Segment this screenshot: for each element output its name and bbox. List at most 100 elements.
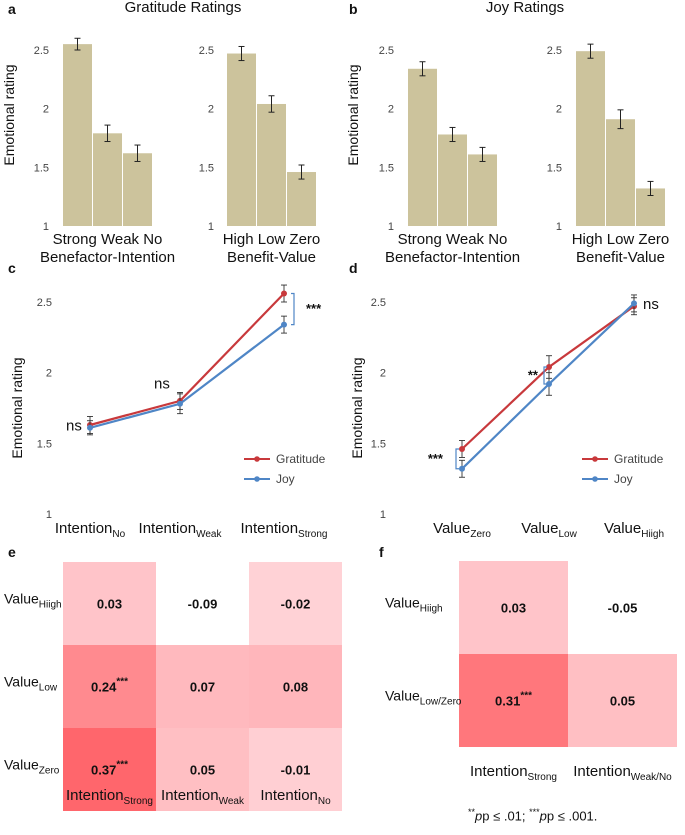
panel-e-cell-number-r0-c0: 0.03 <box>97 597 122 612</box>
panel-d-legend-label-joy: Joy <box>614 472 633 486</box>
panel-b-g1-ytick-2.5: 2.5 <box>547 45 562 57</box>
panel-f-cell-number-r1-c0: 0.31 <box>495 694 520 709</box>
panel-d-xtick-low-sub: Low <box>558 529 577 540</box>
panel-e-col-label-0-base: Intention <box>66 787 124 804</box>
panel-d-xtick-low-base: Value <box>521 520 558 537</box>
panel-letter-f: f <box>379 544 384 560</box>
panel-c-legend-label-joy: Joy <box>276 472 295 486</box>
panel-d-legend-marker-gratitude <box>592 456 598 462</box>
panel-a-bar-weak <box>93 133 122 226</box>
panel-e-cell-value-r0-c2: -0.02 <box>281 597 311 612</box>
panel-d-xtick-hiigh-base: Value <box>604 520 641 537</box>
panel-e-row-label-2-sub: Zero <box>39 766 60 777</box>
panel-b-g1-xlabel-1: High Low Zero <box>572 231 670 248</box>
panel-e-cell-number-r1-c2: 0.08 <box>283 680 308 695</box>
panel-e-cell-r2-c2 <box>249 728 342 811</box>
panel-b-bar-no <box>468 154 497 226</box>
panel-c-xtick-strong-sub: Strong <box>298 529 327 540</box>
panel-a-g0-ytick-2.5: 2.5 <box>34 45 49 57</box>
panel-e-row-label-0-base: Value <box>4 591 39 607</box>
panel-e-row-label-1-base: Value <box>4 674 39 690</box>
panel-a-g1-xlabel-1: High Low Zero <box>223 231 321 248</box>
panel-b-g1-xlabel-2: Benefit-Value <box>576 249 665 266</box>
panel-c-xtick-weak: IntentionWeak <box>139 520 223 540</box>
panel-c-ytick-1.5: 1.5 <box>37 438 52 450</box>
panel-d-ylabel: Emotional rating <box>349 357 365 458</box>
panel-e-cell-number-r2-c1: 0.05 <box>190 763 215 778</box>
panel-c-point-joy-0 <box>87 424 93 431</box>
panel-f-col-label-1: IntentionWeak/No <box>573 763 672 783</box>
panel-c-annotation-2: *** <box>306 301 322 316</box>
panel-b-g1-ytick-2: 2 <box>556 104 562 116</box>
panel-f-row-label-0-base: Value <box>385 595 420 611</box>
panel-c-xtick-weak-base: Intention <box>139 520 197 537</box>
panel-e-cell-r0-c0 <box>63 562 156 645</box>
panel-d-sig-bracket-1 <box>543 366 547 385</box>
panel-d-annotation-0: *** <box>428 451 444 466</box>
panel-d-xtick-zero-base: Value <box>433 520 470 537</box>
panel-a-g0-ytick-1.5: 1.5 <box>34 162 49 174</box>
panel-d-ytick-1.5: 1.5 <box>371 438 386 450</box>
panel-a-g1-ytick-1.5: 1.5 <box>199 162 214 174</box>
panel-letter-c: c <box>8 260 16 276</box>
footnote-p-2: p <box>539 808 547 824</box>
footnote-mark-1: ** <box>468 807 476 817</box>
panel-d-point-gratitude-0 <box>459 445 465 452</box>
panel-b-ylabel: Emotional rating <box>345 64 361 165</box>
panel-c-line-joy <box>89 323 285 429</box>
panel-a-ylabel: Emotional rating <box>1 64 17 165</box>
panel-e-cell-r1-c1 <box>156 645 249 728</box>
panel-e-col-label-2-sub: No <box>318 796 331 807</box>
panel-e-row-label-1-sub: Low <box>39 683 58 694</box>
panel-f-cell-value-r1-c0: 0.31*** <box>495 691 532 709</box>
panel-e-cell-value-r1-c1: 0.07 <box>190 680 215 695</box>
panel-e-cell-value-r2-c1: 0.05 <box>190 763 215 778</box>
panel-b-bar-weak <box>438 134 467 226</box>
panel-e-cell-number-r2-c0: 0.37 <box>91 763 116 778</box>
panel-c-point-gratitude-2 <box>281 290 287 297</box>
panel-letter-d: d <box>349 260 358 276</box>
panel-c-ytick-1: 1 <box>46 509 52 521</box>
panel-d-point-joy-2 <box>631 300 637 307</box>
panel-a-bar-no <box>123 153 152 226</box>
footnote-text-2: p ≤ .001. <box>546 808 598 824</box>
panel-e-cell-r1-c2 <box>249 645 342 728</box>
panel-c-line-gratitude <box>89 292 285 427</box>
panel-c-xtick-no-base: Intention <box>55 520 113 537</box>
panel-f-row-label-0-sub: Hiigh <box>420 604 443 615</box>
panel-d-point-joy-1 <box>546 380 552 387</box>
panel-e-cell-number-r1-c1: 0.07 <box>190 680 215 695</box>
panel-a-bar-zero <box>287 172 316 226</box>
panel-b-g0-xlabel-2: Benefactor-Intention <box>385 249 520 266</box>
panel-c-annotation-1: ns <box>154 375 170 392</box>
panel-e-row-label-2-base: Value <box>4 757 39 773</box>
panel-e-row-label-2: ValueZero <box>4 757 60 777</box>
panel-letter-a: a <box>8 1 16 17</box>
footnote-text-1: p ≤ .01; <box>482 808 530 824</box>
panel-a-bar-strong <box>63 44 92 227</box>
panel-a-g0-xlabel-2: Benefactor-Intention <box>40 249 175 266</box>
panel-d-xtick-zero-sub: Zero <box>470 529 491 540</box>
panel-b-bar-strong <box>408 68 437 226</box>
panel-c-legend-marker-joy <box>254 476 260 482</box>
panel-c-ylabel: Emotional rating <box>9 357 25 458</box>
panel-f-cell-value-r1-c1: 0.05 <box>610 694 635 709</box>
panel-b-g1-ytick-1.5: 1.5 <box>547 162 562 174</box>
panel-f-cell-sig-r1-c0: *** <box>520 691 532 702</box>
panel-a-g1-ytick-2.5: 2.5 <box>199 45 214 57</box>
panel-a-g1-ytick-2: 2 <box>208 104 214 116</box>
panel-f-row-label-1: ValueLow/Zero <box>385 688 462 708</box>
panel-d-sig-bracket-0 <box>455 448 459 470</box>
panel-f-col-label-1-sub: Weak/No <box>631 772 672 783</box>
panel-d-legend-label-gratitude: Gratitude <box>614 452 664 466</box>
panel-a-g0-xlabel-1: Strong Weak No <box>53 231 163 248</box>
panel-c-point-joy-2 <box>281 321 287 328</box>
panel-e-cell-sig-r2-c0: *** <box>116 760 128 771</box>
panel-d-xtick-low: ValueLow <box>521 520 577 540</box>
panel-d-ytick-2: 2 <box>380 368 386 380</box>
panel-a-g1-xlabel-2: Benefit-Value <box>227 249 316 266</box>
panel-a-bar-low <box>257 103 286 226</box>
panel-b-g0-ytick-2: 2 <box>388 104 394 116</box>
panel-e-cell-number-r2-c2: -0.01 <box>281 763 311 778</box>
panel-d-ytick-2.5: 2.5 <box>371 297 386 309</box>
